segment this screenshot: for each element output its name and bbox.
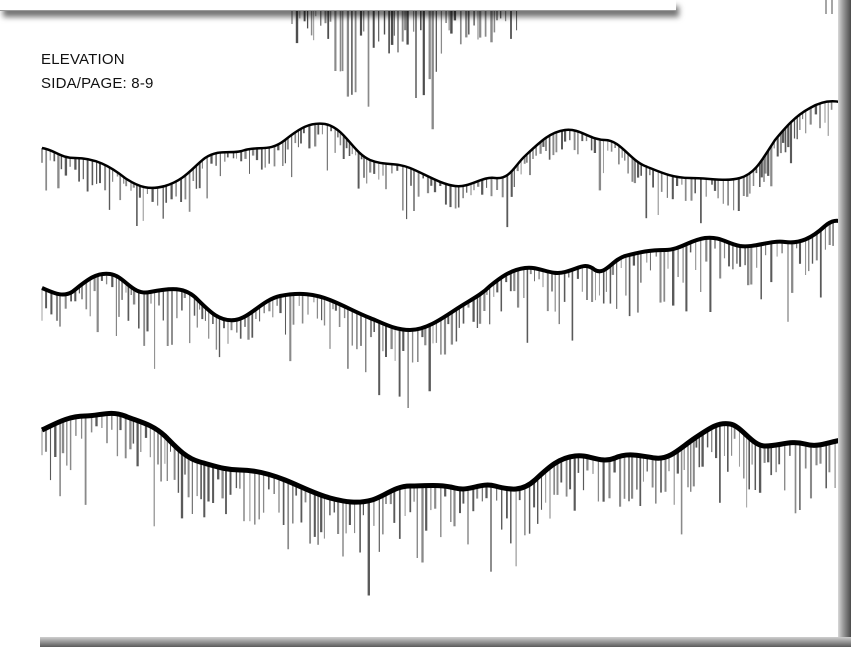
caption-page-ref: SIDA/PAGE: 8-9 xyxy=(41,75,154,92)
elevation-line-2 xyxy=(41,218,843,332)
caption-block: ELEVATION SIDA/PAGE: 8-9 xyxy=(41,48,154,96)
elevation-line-2-drips xyxy=(41,221,834,408)
page-edge-shadow-bottom xyxy=(40,637,851,647)
top-drip-cluster xyxy=(291,0,833,130)
elevation-line-1-drips xyxy=(41,101,833,228)
elevation-line-1 xyxy=(41,100,841,190)
elevation-line-3-drips xyxy=(41,413,836,596)
overlapping-page-card xyxy=(0,0,676,11)
page-edge-shadow-right xyxy=(838,0,851,647)
caption-title: ELEVATION xyxy=(41,51,125,68)
elevation-line-3 xyxy=(40,410,843,505)
